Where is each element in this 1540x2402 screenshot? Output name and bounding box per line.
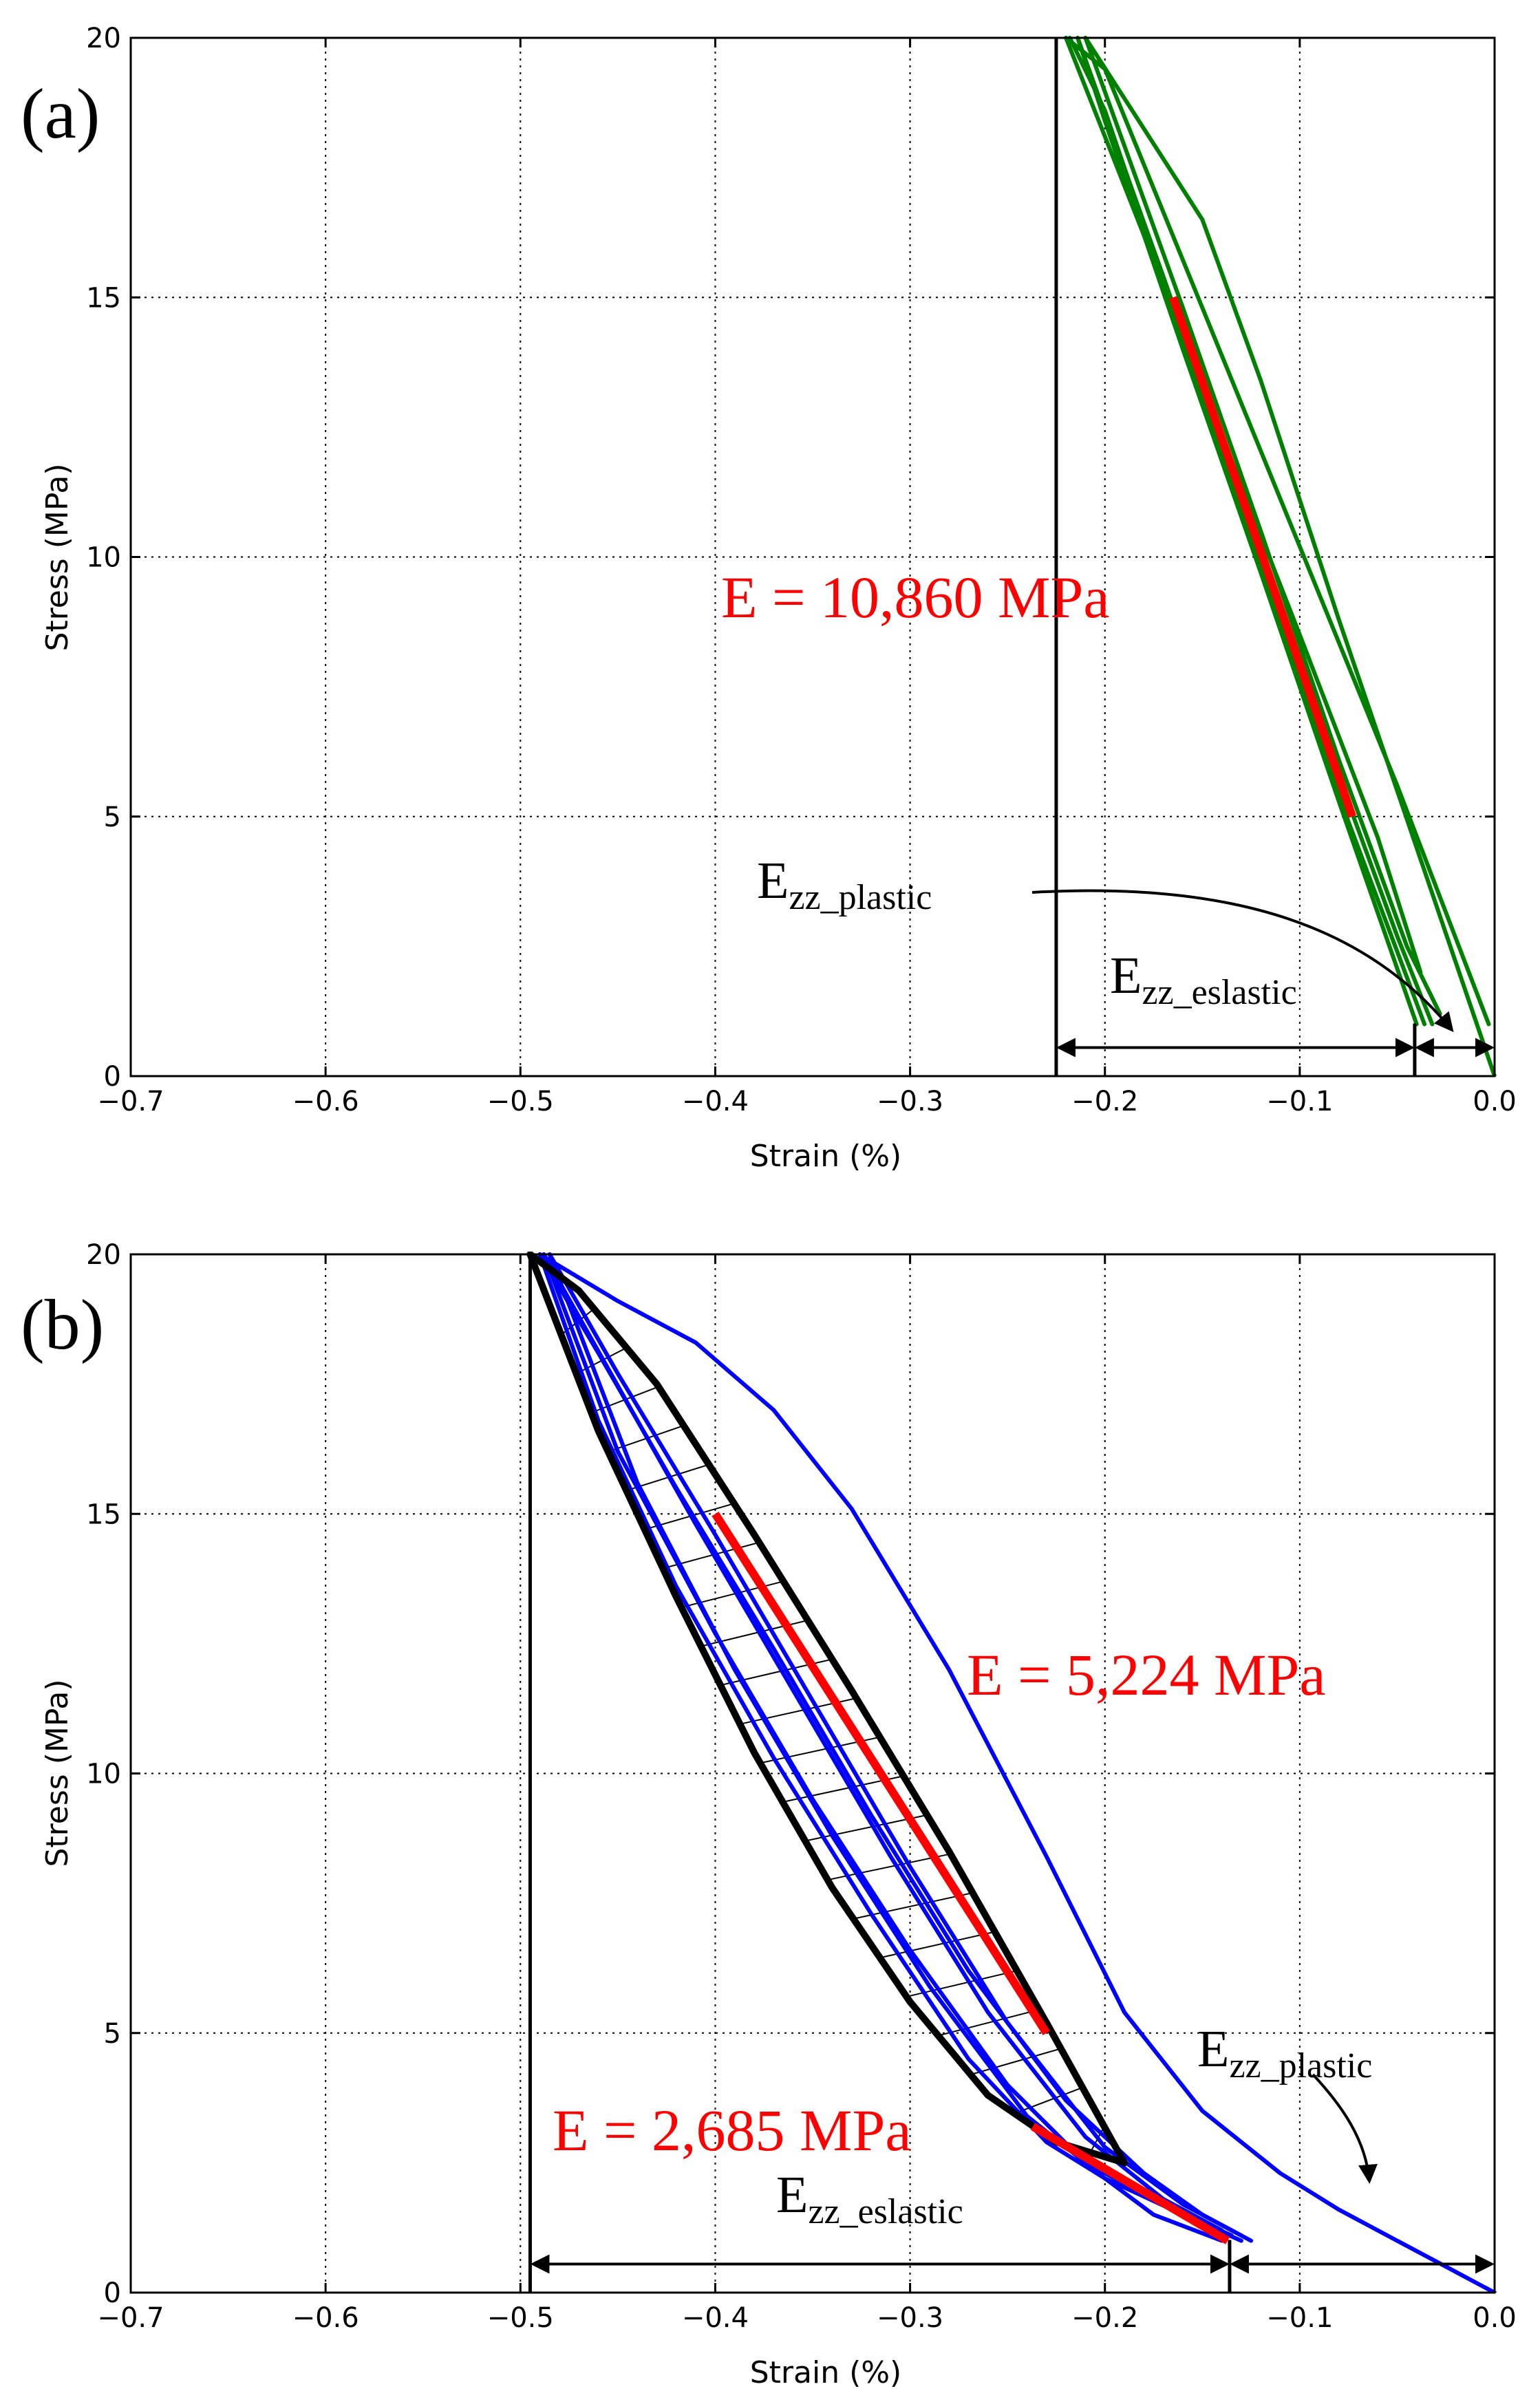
series-line bbox=[537, 1252, 1497, 2293]
series-line bbox=[1067, 36, 1427, 1027]
y-tick-label: 20 bbox=[86, 1239, 121, 1271]
x-tick-label: −0.2 bbox=[1071, 2302, 1138, 2334]
x-tick-label: −0.7 bbox=[97, 1086, 164, 1117]
fit-group-b bbox=[712, 1512, 1230, 2244]
hatch-stroke bbox=[1014, 2087, 1083, 2114]
panel-label-a: (a) bbox=[21, 74, 100, 153]
panel-label-b: (b) bbox=[21, 1285, 104, 1364]
elastic-label-sub-b: zz_eslastic bbox=[808, 2192, 963, 2231]
elastic-label-sub-a: zz_eslastic bbox=[1142, 973, 1296, 1012]
x-tick-label: −0.1 bbox=[1266, 2302, 1333, 2334]
series-line bbox=[1083, 36, 1497, 1076]
hatch-stroke bbox=[938, 2008, 1040, 2037]
y-tick-label: 5 bbox=[104, 802, 121, 833]
plastic-label-sub-a: zz_plastic bbox=[789, 878, 932, 917]
plastic-pointer-arrow-a bbox=[1031, 889, 1454, 1033]
y-tick-label: 5 bbox=[104, 2018, 121, 2050]
modulus-fit-line bbox=[1169, 296, 1356, 818]
y-tick-label: 15 bbox=[86, 1499, 121, 1530]
modulus-fit-line bbox=[1030, 2123, 1230, 2244]
x-tick-label: −0.5 bbox=[487, 2302, 554, 2334]
y-tick-label: 10 bbox=[86, 1759, 121, 1790]
y-axis-label-a: Stress (MPa) bbox=[40, 463, 75, 651]
x-tick-label: 0.0 bbox=[1473, 1086, 1517, 1117]
elastic-label-base-a: E bbox=[1110, 947, 1142, 1005]
x-tick-label: −0.1 bbox=[1266, 1086, 1333, 1117]
elastic-strain-label-a: Ezz_eslastic bbox=[1110, 947, 1297, 1012]
loading-modulus-label-b: E = 5,224 MPa bbox=[967, 1642, 1326, 1708]
series-line bbox=[526, 1252, 1128, 2167]
fit-group-a bbox=[1169, 296, 1356, 818]
series-line bbox=[547, 1252, 1243, 2243]
x-tick-label: −0.5 bbox=[487, 1086, 554, 1117]
x-tick-label: −0.6 bbox=[292, 1086, 359, 1117]
series-line bbox=[537, 1252, 1224, 2243]
x-tick-label: −0.7 bbox=[97, 2302, 164, 2334]
unloading-modulus-label-b: E = 2,685 MPa bbox=[553, 2097, 912, 2163]
x-tick-label: −0.4 bbox=[682, 1086, 749, 1117]
y-tick-label: 0 bbox=[104, 2277, 121, 2309]
x-tick-label: −0.4 bbox=[682, 2302, 749, 2334]
hysteresis-hatch-b bbox=[560, 1308, 1105, 2153]
plastic-label-base-a: E bbox=[757, 852, 789, 910]
y-tick-label: 10 bbox=[86, 542, 121, 574]
ticks-a: −0.7 −0.6 −0.5 −0.4 −0.3 −0.2 −0.1 0.0 0 5 10 15 20 bbox=[86, 23, 1517, 1117]
plastic-pointer-arrow-b bbox=[1312, 2073, 1378, 2184]
series-line bbox=[547, 1252, 1243, 2238]
panel-a: −0.7 −0.6 −0.5 −0.4 −0.3 −0.2 −0.1 0.005101520 … bbox=[21, 23, 1517, 1174]
dimension-arrows-a bbox=[1056, 1023, 1495, 1076]
panel-b: −0.7 −0.6 −0.5 −0.4 −0.3 −0.2 −0.1 0.005101520 … bbox=[21, 1239, 1517, 2390]
elastic-strain-label-b: Ezz_eslastic bbox=[776, 2166, 963, 2231]
series-line bbox=[1064, 36, 1491, 1027]
dimension-arrows-b bbox=[530, 2240, 1495, 2293]
x-axis-label-b: Strain (%) bbox=[750, 2355, 901, 2390]
x-tick-label: −0.2 bbox=[1071, 1086, 1138, 1117]
x-tick-label: −0.6 bbox=[292, 2302, 359, 2334]
y-tick-label: 20 bbox=[86, 23, 121, 54]
x-tick-label: 0.0 bbox=[1473, 2302, 1517, 2334]
modulus-label-a: E = 10,860 MPa bbox=[721, 564, 1110, 630]
x-tick-label: −0.3 bbox=[877, 1086, 943, 1117]
series-line bbox=[1083, 36, 1442, 1016]
y-tick-label: 15 bbox=[86, 282, 121, 314]
plastic-label-sub-b: zz_plastic bbox=[1229, 2046, 1372, 2085]
y-tick-label: 0 bbox=[104, 1061, 121, 1093]
plastic-label-base-b: E bbox=[1197, 2020, 1229, 2078]
hatch-stroke bbox=[970, 2048, 1062, 2076]
ticks-b: −0.7 −0.6 −0.5 −0.4 −0.3 −0.2 −0.1 0.0 0 5 10 15 20 bbox=[86, 1239, 1517, 2334]
axes-frame-b bbox=[129, 1253, 1496, 2294]
elastic-label-base-b: E bbox=[776, 2166, 808, 2224]
modulus-fit-line bbox=[712, 1512, 1050, 2035]
x-tick-label: −0.3 bbox=[877, 2302, 943, 2334]
series-line bbox=[537, 1252, 1254, 2243]
series-line bbox=[542, 1252, 1224, 2233]
x-axis-label-a: Strain (%) bbox=[750, 1139, 901, 1174]
plastic-strain-label-a: Ezz_plastic bbox=[757, 852, 932, 917]
y-axis-label-b: Stress (MPa) bbox=[40, 1679, 75, 1867]
axes-frame-a bbox=[129, 36, 1496, 1077]
plastic-strain-label-b: Ezz_plastic bbox=[1197, 2020, 1372, 2085]
